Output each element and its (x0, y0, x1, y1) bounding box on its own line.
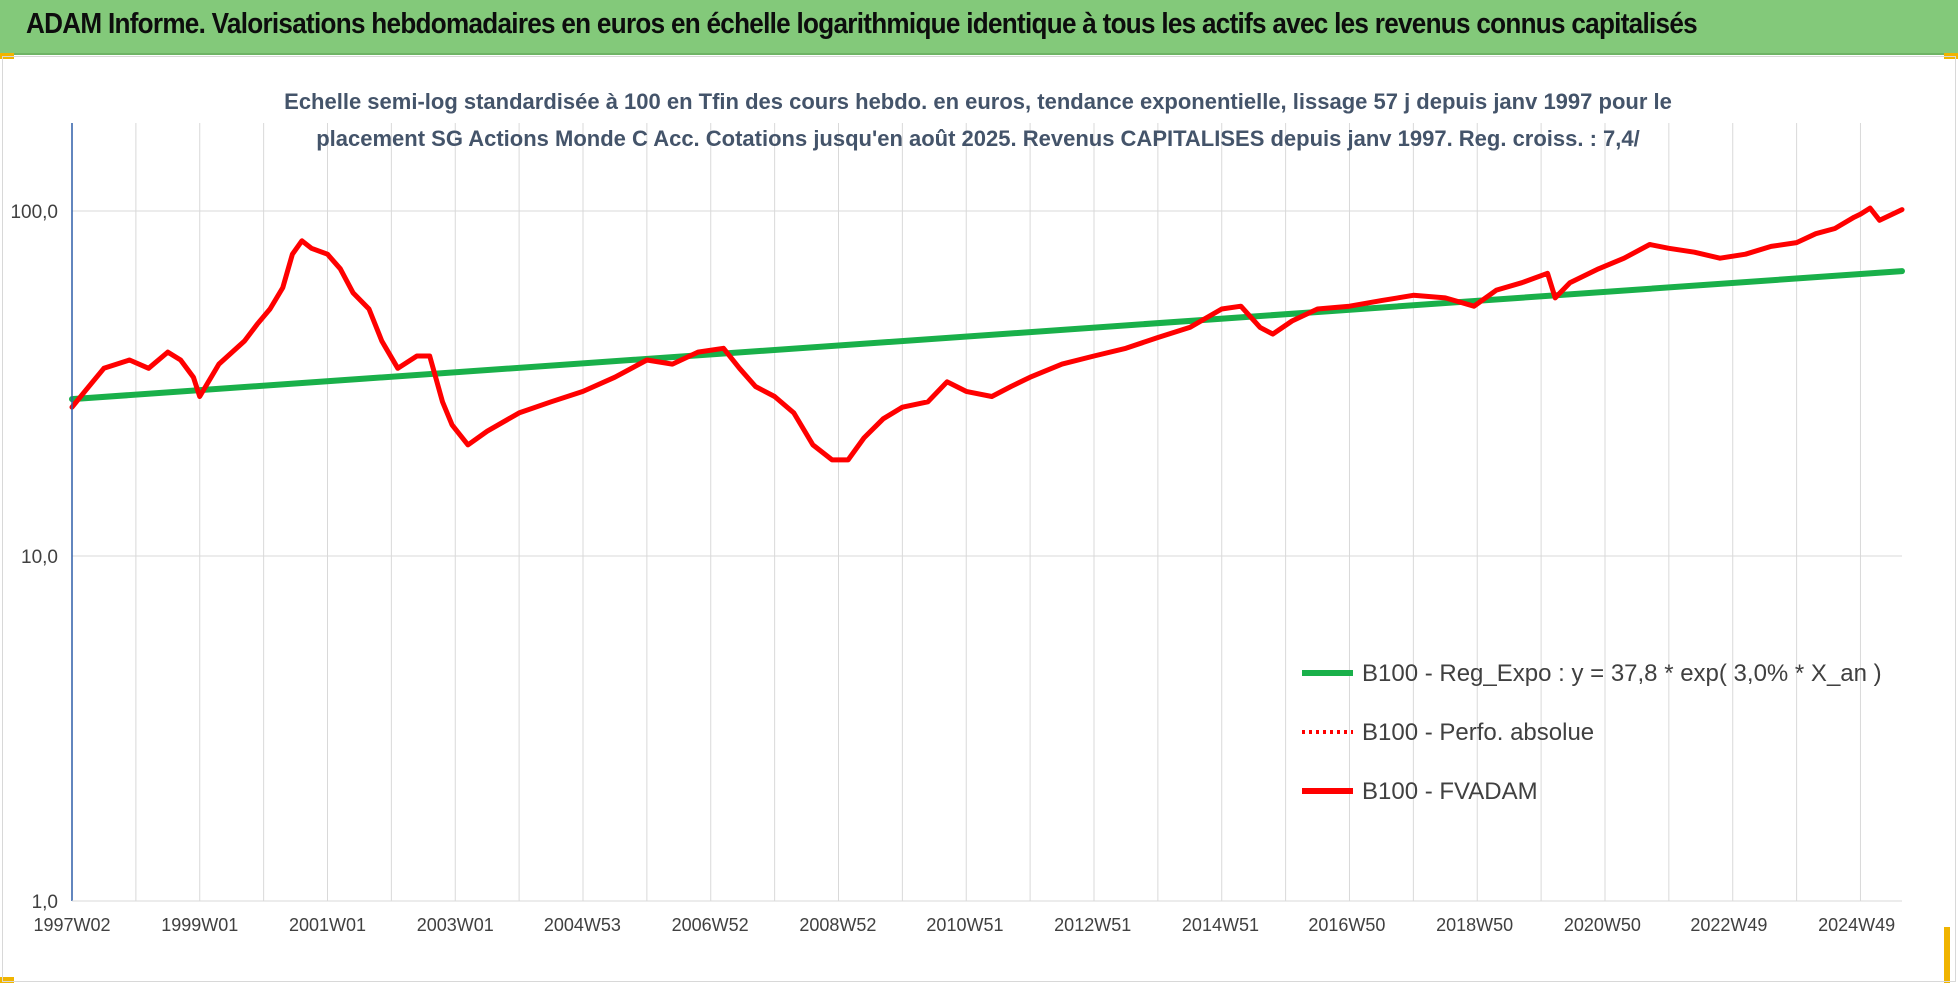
x-tick-label: 2020W50 (1564, 915, 1641, 935)
y-tick-label: 1,0 (32, 892, 58, 913)
legend-label-trend: B100 - Reg_Expo : y = 37,8 * exp( 3,0% *… (1362, 660, 1882, 687)
chart-title-line1: Echelle semi-log standardisée à 100 en T… (284, 89, 1672, 114)
chart-frame (2, 56, 1956, 982)
x-tick-label: 2004W53 (544, 915, 621, 935)
title-banner: ADAM Informe. Valorisations hebdomadaire… (0, 0, 1958, 55)
x-tick-label: 2008W52 (799, 915, 876, 935)
x-tick-label: 2016W50 (1308, 915, 1385, 935)
x-tick-label: 1997W02 (33, 915, 110, 935)
chart-title-line2: placement SG Actions Monde C Acc. Cotati… (316, 126, 1640, 151)
gridlines (71, 123, 1902, 902)
x-tick-label: 2003W01 (417, 915, 494, 935)
x-tick-label: 2014W51 (1182, 915, 1259, 935)
x-tick-label: 2006W52 (672, 915, 749, 935)
corner-accent-bottom-right (1944, 927, 1950, 983)
y-tick-label: 100,0 (10, 202, 58, 223)
corner-accent-bottom-left (0, 977, 14, 983)
axes: 1,0 10,0 100,0 1997W02 1999W01 2001W01 2003W01… (10, 123, 1902, 935)
series-line-trend (69, 268, 1905, 403)
banner-title: ADAM Informe. Valorisations hebdomadaire… (26, 8, 1698, 40)
chart-area: Echelle semi-log standardisée à 100 en T… (10, 89, 1905, 935)
series-line-fvadam (69, 205, 1905, 463)
x-tick-label: 1999W01 (161, 915, 238, 935)
y-tick-label: 10,0 (21, 547, 58, 568)
series-layer (69, 205, 1905, 463)
legend: B100 - Reg_Expo : y = 37,8 * exp( 3,0% *… (1302, 660, 1882, 805)
x-tick-label: 2012W51 (1054, 915, 1131, 935)
legend-label-fvadam: B100 - FVADAM (1362, 778, 1538, 805)
x-tick-label: 2022W49 (1690, 915, 1767, 935)
x-tick-label: 2010W51 (926, 915, 1003, 935)
legend-label-perf: B100 - Perfo. absolue (1362, 719, 1594, 746)
x-tick-label: 2001W01 (289, 915, 366, 935)
x-tick-label: 2018W50 (1436, 915, 1513, 935)
x-tick-label: 2024W49 (1818, 915, 1895, 935)
